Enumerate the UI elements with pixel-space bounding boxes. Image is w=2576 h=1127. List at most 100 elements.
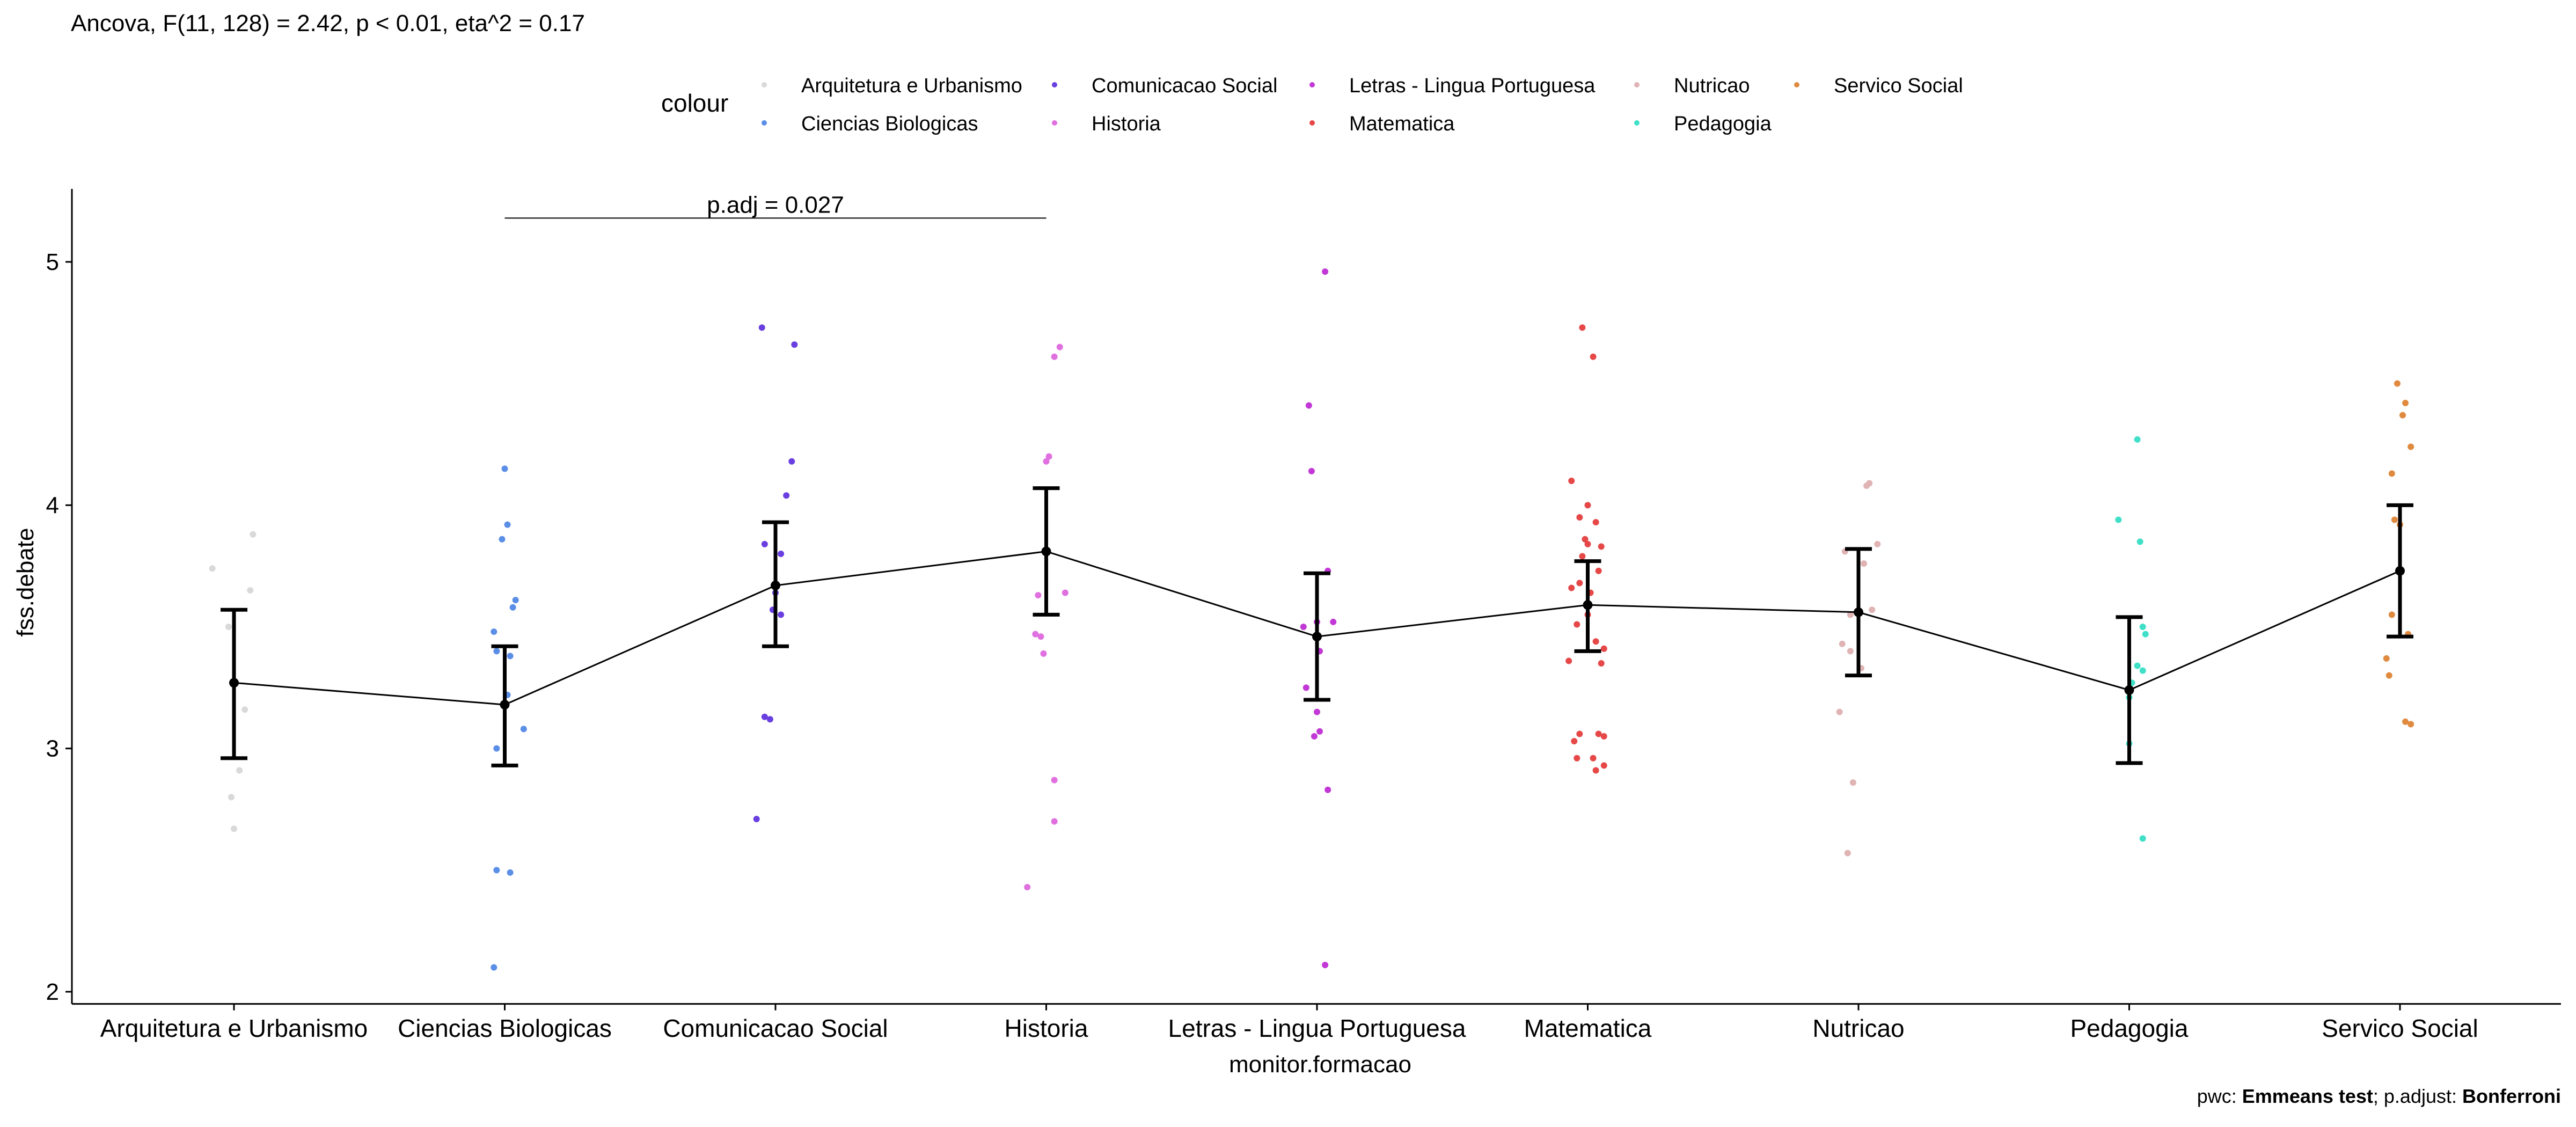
data-point-servico-social xyxy=(2407,721,2414,728)
data-point-comunicacao-social xyxy=(778,611,785,618)
data-point-letras-lingua-portuguesa xyxy=(1330,618,1337,625)
x-axis-title: monitor.formacao xyxy=(1229,1051,1411,1078)
data-point-historia xyxy=(1051,353,1058,360)
data-point-comunicacao-social xyxy=(766,716,773,723)
data-point-nutricao xyxy=(1849,779,1856,786)
data-point-letras-lingua-portuguesa xyxy=(1305,402,1312,409)
data-point-pedagogia xyxy=(2139,835,2146,842)
data-point-matematica xyxy=(1568,478,1575,484)
data-point-nutricao xyxy=(1847,648,1854,655)
data-point-matematica xyxy=(1576,514,1583,521)
data-point-matematica xyxy=(1600,762,1607,769)
x-tick-label: Nutricao xyxy=(1812,1014,1904,1042)
significance-label: p.adj = 0.027 xyxy=(707,192,844,218)
data-point-letras-lingua-portuguesa xyxy=(1311,733,1318,740)
data-point-matematica xyxy=(1574,621,1580,628)
data-point-matematica xyxy=(1592,519,1599,526)
data-point-comunicacao-social xyxy=(778,551,785,557)
x-tick-label: Comunicacao Social xyxy=(663,1014,888,1042)
mean-point-pedagogia xyxy=(2124,685,2134,695)
mean-point-letras-lingua-portuguesa xyxy=(1312,632,1322,642)
y-tick-label: 5 xyxy=(46,249,59,275)
data-point-matematica xyxy=(1595,730,1602,737)
x-tick-label: Ciencias Biologicas xyxy=(398,1014,612,1042)
data-point-historia xyxy=(1040,650,1047,657)
y-axis-title: fss.debate xyxy=(12,528,39,636)
data-point-letras-lingua-portuguesa xyxy=(1324,786,1331,793)
data-point-matematica xyxy=(1584,540,1591,547)
legend-key-arquitetura-e-urbanismo xyxy=(762,82,767,87)
data-point-pedagogia xyxy=(2136,538,2143,545)
data-point-servico-social xyxy=(2402,718,2409,725)
data-point-servico-social xyxy=(2407,443,2414,450)
legend-key-matematica xyxy=(1309,120,1315,126)
data-point-ciencias-biologicas xyxy=(493,648,500,655)
legend-label-arquitetura-e-urbanismo: Arquitetura e Urbanismo xyxy=(801,75,1022,97)
plot-panel: 2 3 4 5 Arquitetura e Urbanismo Ciencias Biol… xyxy=(46,189,2561,1042)
data-point-nutricao xyxy=(1863,482,1870,489)
data-point-matematica xyxy=(1595,567,1602,574)
data-point-nutricao xyxy=(1847,611,1854,618)
data-point-matematica xyxy=(1568,584,1575,591)
legend-key-pedagogia xyxy=(1634,120,1640,126)
data-point-comunicacao-social xyxy=(761,713,768,720)
data-point-nutricao xyxy=(1874,540,1881,547)
data-point-matematica xyxy=(1576,730,1583,737)
data-point-arquitetura-e-urbanismo xyxy=(236,767,243,774)
data-point-arquitetura-e-urbanismo xyxy=(241,706,248,713)
data-point-matematica xyxy=(1592,767,1599,774)
mean-point-matematica xyxy=(1583,600,1593,610)
x-tick-label: Matematica xyxy=(1524,1014,1652,1042)
data-point-ciencias-biologicas xyxy=(491,628,497,635)
data-point-ciencias-biologicas xyxy=(493,867,500,874)
data-point-matematica xyxy=(1579,324,1586,331)
data-point-ciencias-biologicas xyxy=(512,597,519,604)
data-point-letras-lingua-portuguesa xyxy=(1316,728,1323,735)
legend-label-nutricao: Nutricao xyxy=(1674,75,1750,97)
x-tick-label: Letras - Lingua Portuguesa xyxy=(1168,1014,1466,1042)
data-point-arquitetura-e-urbanismo xyxy=(228,794,235,801)
data-point-matematica xyxy=(1590,755,1597,762)
y-tick-label: 3 xyxy=(46,736,59,762)
legend-label-historia: Historia xyxy=(1092,113,1161,135)
data-point-matematica xyxy=(1584,502,1591,509)
mean-point-arquitetura-e-urbanismo xyxy=(229,678,239,688)
x-tick-label: Servico Social xyxy=(2322,1014,2478,1042)
data-point-matematica xyxy=(1592,638,1599,645)
data-point-pedagogia xyxy=(2134,436,2141,443)
legend-title: colour xyxy=(661,89,728,117)
x-tick-label: Pedagogia xyxy=(2070,1014,2189,1042)
data-point-nutricao xyxy=(1839,640,1846,647)
data-point-letras-lingua-portuguesa xyxy=(1322,962,1329,969)
x-tick-label: Arquitetura e Urbanismo xyxy=(100,1014,368,1042)
data-point-matematica xyxy=(1576,580,1583,587)
data-point-nutricao xyxy=(1869,606,1876,613)
data-point-arquitetura-e-urbanismo xyxy=(250,531,257,538)
data-point-matematica xyxy=(1598,543,1605,550)
data-point-servico-social xyxy=(2402,399,2409,406)
data-point-nutricao xyxy=(1861,560,1868,567)
data-point-historia xyxy=(1051,777,1058,784)
data-point-servico-social xyxy=(2399,412,2406,419)
mean-point-ciencias-biologicas xyxy=(500,700,510,710)
data-point-comunicacao-social xyxy=(753,816,760,823)
data-point-historia xyxy=(1043,458,1050,465)
data-point-servico-social xyxy=(2391,516,2398,523)
x-tick-label: Historia xyxy=(1005,1014,1088,1042)
data-point-pedagogia xyxy=(2115,516,2122,523)
data-point-comunicacao-social xyxy=(788,458,795,465)
data-point-historia xyxy=(1024,884,1031,891)
data-point-ciencias-biologicas xyxy=(507,869,514,876)
data-point-nutricao xyxy=(1836,708,1843,715)
legend-label-pedagogia: Pedagogia xyxy=(1674,113,1772,135)
data-point-ciencias-biologicas xyxy=(504,521,511,528)
data-point-historia xyxy=(1045,453,1052,460)
data-point-ciencias-biologicas xyxy=(509,604,516,611)
data-point-matematica xyxy=(1579,553,1586,560)
legend-label-ciencias-biologicas: Ciencias Biologicas xyxy=(801,113,978,135)
data-point-letras-lingua-portuguesa xyxy=(1314,708,1320,715)
data-point-historia xyxy=(1056,343,1063,350)
mean-point-comunicacao-social xyxy=(771,580,780,590)
legend-label-servico-social: Servico Social xyxy=(1834,75,1963,97)
